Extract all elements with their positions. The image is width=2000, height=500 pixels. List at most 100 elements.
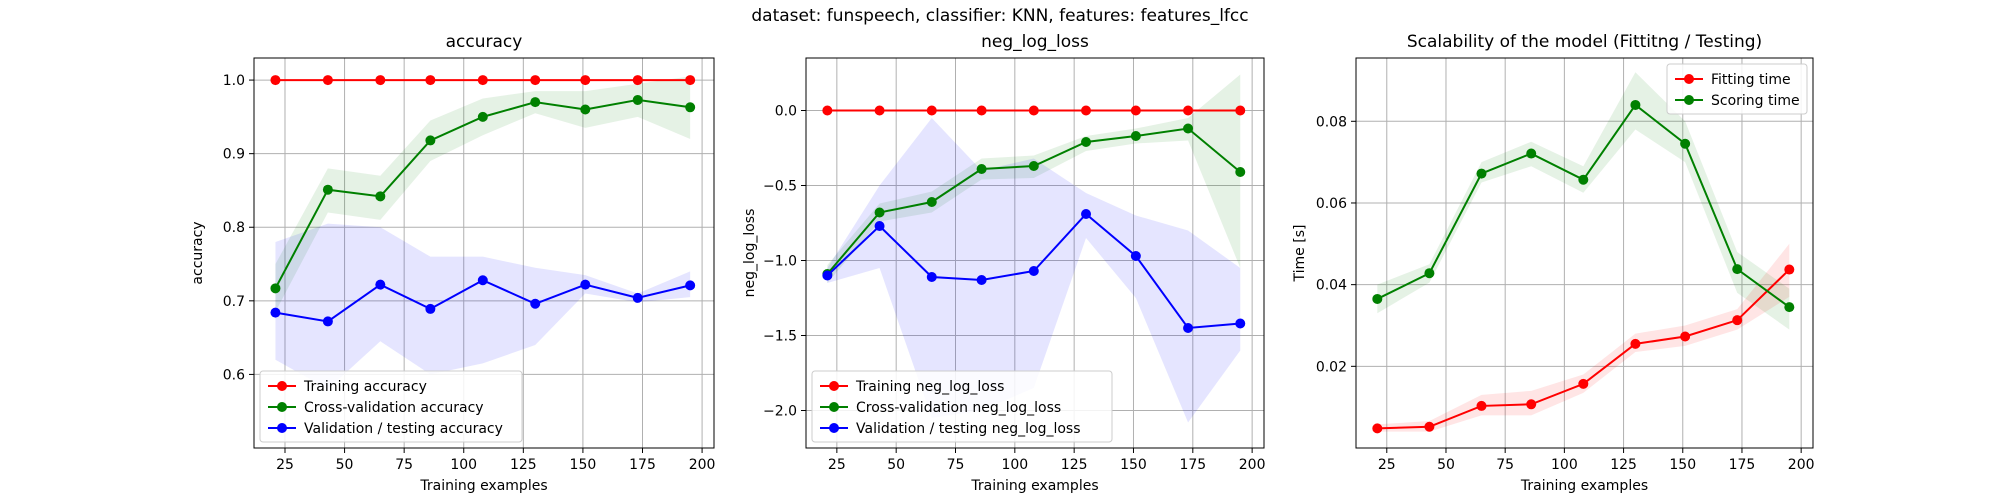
data-point (1081, 209, 1092, 219)
data-point (1630, 338, 1641, 349)
data-point (632, 94, 643, 105)
data-point (580, 75, 591, 86)
x-tick-label: 125 (510, 457, 537, 473)
data-point (926, 197, 937, 207)
x-tick-label: 175 (1179, 457, 1206, 473)
series-band-1 (1377, 72, 1790, 330)
x-tick-label: 200 (689, 457, 716, 473)
x-tick-label: 75 (947, 457, 965, 473)
x-tick-label: 100 (450, 457, 477, 473)
legend-swatch-marker (277, 423, 287, 433)
x-tick-label: 150 (1120, 457, 1147, 473)
data-point (1130, 251, 1141, 261)
data-point (1578, 174, 1589, 185)
y-tick-label: 0.8 (223, 220, 245, 236)
x-axis-label: Training examples (1520, 478, 1648, 494)
data-point (1372, 293, 1383, 304)
x-tick-label: 150 (570, 457, 597, 473)
data-point (1081, 137, 1092, 147)
data-point (976, 275, 987, 285)
x-tick-label: 50 (336, 457, 354, 473)
data-point (1732, 315, 1743, 326)
chart-title: accuracy (446, 32, 523, 52)
data-point (874, 207, 885, 218)
data-point (1028, 105, 1039, 116)
series-band-0 (1377, 243, 1790, 432)
legend-swatch-marker (829, 381, 839, 391)
data-point (375, 279, 386, 290)
y-tick-label: 0.7 (223, 294, 245, 310)
legend-swatch-marker (277, 381, 287, 391)
data-point (1235, 105, 1246, 116)
legend: Training neg_log_loss Cross-validation ne… (811, 370, 1113, 443)
data-point (1028, 266, 1039, 276)
series-line-0 (1377, 268, 1791, 430)
data-point (1130, 131, 1141, 141)
data-point (926, 272, 937, 282)
data-point (1680, 331, 1691, 342)
x-tick-label: 200 (1788, 457, 1815, 473)
legend-box (259, 370, 523, 443)
y-tick-label: 0.08 (1316, 114, 1347, 130)
y-tick-label: 0.04 (1316, 278, 1347, 294)
data-point (425, 75, 436, 86)
data-point (322, 316, 333, 327)
y-tick-label: 1.0 (223, 73, 245, 89)
legend-label: Training neg_log_loss (855, 379, 1004, 395)
axes-frame (253, 57, 715, 449)
data-point (1630, 99, 1641, 110)
x-tick-label: 25 (276, 457, 294, 473)
data-point (477, 275, 488, 286)
data-point (322, 75, 333, 86)
data-point (375, 75, 386, 86)
data-point (322, 184, 333, 195)
data-point (1235, 167, 1246, 177)
data-point (477, 111, 488, 122)
figure-title: dataset: funspeech, classifier: KNN, fea… (751, 6, 1249, 26)
chart-panel-2: 25 50 75 100 125 150 175 200 0.02 0.04 0.06 0.08 Sca… (1292, 32, 1815, 494)
legend-swatch-marker (829, 402, 839, 412)
data-point (1732, 264, 1743, 275)
data-point (685, 75, 696, 86)
data-point (1526, 399, 1537, 410)
data-point (632, 75, 643, 86)
data-point (874, 221, 885, 231)
x-axis-label: Training examples (419, 478, 547, 494)
chart-title: Scalability of the model (Fittitng / Tes… (1407, 32, 1762, 52)
data-point (1424, 421, 1435, 432)
data-point (1784, 264, 1795, 275)
x-tick-label: 75 (395, 457, 413, 473)
data-point (375, 191, 386, 202)
data-point (270, 75, 281, 86)
y-tick-label: 0.06 (1316, 196, 1347, 212)
data-point (1578, 378, 1589, 389)
series-line-1 (1376, 103, 1790, 308)
y-tick-label: 0.9 (223, 147, 245, 163)
x-tick-label: 50 (1437, 457, 1455, 473)
legend: Training accuracy Cross-validation accura… (259, 370, 523, 443)
x-tick-label: 200 (1239, 457, 1266, 473)
legend-label: Validation / testing neg_log_loss (856, 421, 1081, 437)
x-tick-label: 75 (1496, 457, 1514, 473)
x-tick-label: 175 (1729, 457, 1756, 473)
legend-label: Validation / testing accuracy (304, 421, 503, 437)
data-point (425, 135, 436, 146)
x-axis-label: Training examples (970, 478, 1098, 494)
data-point (822, 270, 833, 281)
x-tick-label: 25 (1378, 457, 1396, 473)
data-point (1784, 302, 1795, 313)
data-point (874, 105, 885, 116)
legend-label: Training accuracy (303, 379, 427, 395)
data-point (530, 97, 541, 108)
y-tick-label: −1.5 (763, 329, 797, 345)
y-axis-label: neg_log_loss (742, 209, 758, 298)
legend-box (1666, 63, 1808, 115)
data-point (1476, 400, 1487, 411)
legend: Fitting time Scoring time (1666, 63, 1808, 115)
data-point (685, 280, 696, 291)
x-tick-label: 125 (1061, 457, 1088, 473)
data-point (1130, 105, 1141, 116)
data-point (425, 303, 436, 314)
data-point (1476, 168, 1487, 179)
